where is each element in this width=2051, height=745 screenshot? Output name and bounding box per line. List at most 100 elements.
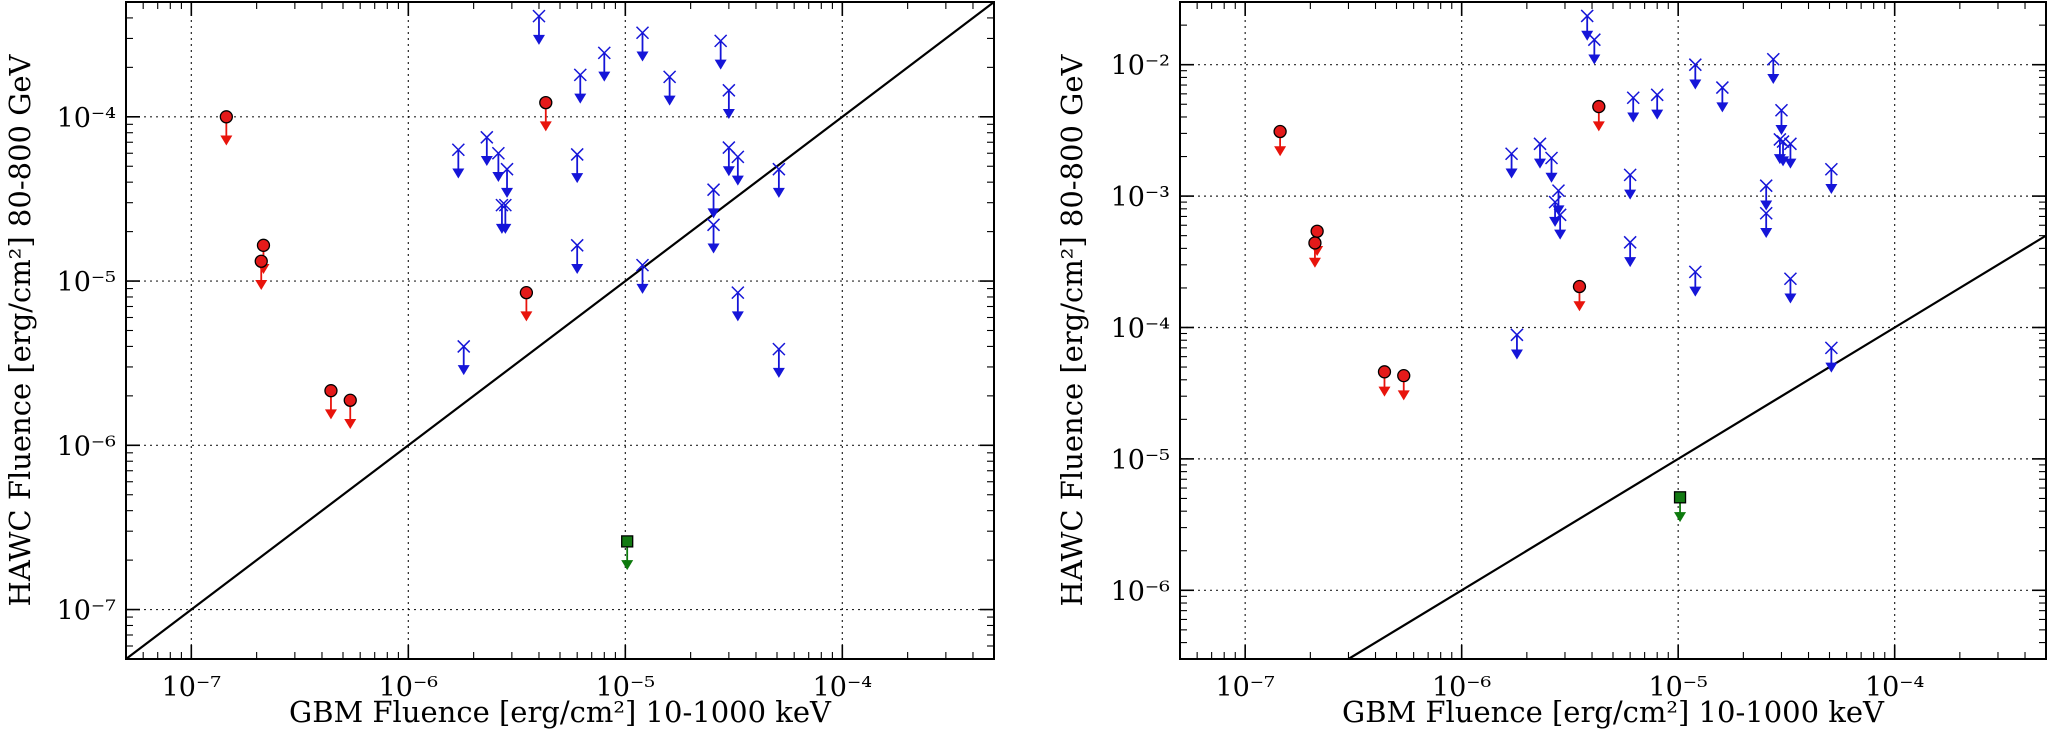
y-axis-title: HAWC Fluence [erg/cm²] 80-800 GeV	[3, 53, 37, 606]
blue-upper-limit-point	[1766, 52, 1780, 85]
circle-marker	[1310, 224, 1324, 238]
limit-arrow-head	[520, 311, 533, 322]
right-panel: 10⁻⁷ 10⁻⁶ 10⁻⁵ 10⁻⁴ 10⁻⁶ 10⁻⁵ 10⁻⁴ 10⁻³ 10⁻² GBM …	[1055, 1, 2047, 729]
x-marker	[1824, 162, 1838, 176]
blue-upper-limit-point	[570, 147, 584, 184]
limit-arrow-head	[480, 156, 493, 167]
limit-arrow-head	[1760, 228, 1773, 239]
blue-upper-limit-point	[1688, 265, 1702, 297]
limit-arrow-head	[1784, 158, 1797, 169]
circle-marker	[519, 285, 534, 300]
blue-upper-limit-point	[1623, 168, 1637, 200]
red-upper-limit-point	[324, 384, 338, 420]
y-tick-label: 10⁻⁴	[57, 103, 116, 134]
x-marker	[1551, 184, 1566, 198]
reference-line	[126, 2, 994, 659]
circle-marker	[1308, 236, 1322, 250]
x-marker	[495, 198, 509, 212]
x-marker	[1759, 179, 1773, 193]
x-marker	[707, 218, 721, 232]
x-marker	[500, 162, 514, 176]
x-marker	[772, 162, 786, 176]
limit-arrow-head	[714, 59, 727, 70]
blue-upper-limit-point	[500, 162, 514, 198]
blue-upper-limit-point	[1623, 235, 1637, 268]
reference-line	[1347, 234, 2046, 659]
limit-arrow-head	[1784, 293, 1797, 304]
limit-arrow-head	[1825, 362, 1838, 373]
limit-arrow-head	[344, 418, 357, 429]
x-marker	[570, 238, 584, 252]
limit-arrow-head	[722, 166, 735, 177]
blue-upper-limit-point	[772, 342, 786, 378]
blue-upper-limit-point	[731, 286, 745, 322]
limit-arrow-head	[1510, 349, 1523, 360]
blue-upper-limit-point	[1715, 81, 1729, 113]
red-upper-limit-point	[1273, 124, 1287, 157]
limit-arrow-head	[1588, 54, 1601, 65]
blue-upper-limit-point	[1650, 88, 1664, 120]
x-marker	[731, 150, 745, 164]
x-marker	[1544, 151, 1559, 165]
limit-arrow-head	[1549, 216, 1562, 227]
x-marker	[1623, 235, 1637, 249]
circle-marker	[1377, 365, 1392, 379]
red-upper-limit-point	[1592, 99, 1606, 132]
x-marker	[491, 146, 505, 160]
blue-upper-limit-point	[1626, 91, 1640, 123]
blue-upper-limit-point	[663, 70, 677, 106]
red-upper-limit-point	[219, 110, 233, 146]
x-tick-label: 10⁻⁷	[162, 672, 222, 703]
limit-arrow-head	[707, 208, 720, 219]
x-marker	[1774, 103, 1789, 117]
x-marker	[1548, 195, 1562, 209]
limit-arrow-head	[722, 109, 735, 120]
blue-upper-limit-point	[772, 162, 786, 198]
limit-arrow-head	[499, 223, 512, 234]
limit-arrow-head	[1775, 125, 1788, 136]
green-series	[621, 535, 634, 571]
limit-arrow-head	[324, 409, 337, 420]
limit-arrow-head	[1533, 158, 1546, 169]
x-marker	[597, 46, 611, 60]
blue-upper-limit-point	[597, 46, 611, 82]
x-tick-label: 10⁻⁴	[1865, 672, 1924, 703]
x-marker	[480, 130, 494, 144]
blue-series	[451, 9, 786, 378]
blue-upper-limit-point	[532, 9, 546, 45]
limit-arrow-head	[1505, 168, 1518, 179]
circle-marker	[219, 110, 233, 124]
circle-marker	[324, 384, 338, 398]
red-series	[1273, 99, 1606, 401]
x-marker	[714, 34, 728, 48]
circle-marker	[1592, 99, 1606, 114]
blue-upper-limit-point	[1824, 341, 1838, 373]
limit-arrow-head	[1274, 146, 1287, 157]
limit-arrow-head	[571, 264, 584, 275]
y-tick-label: 10⁻⁴	[1111, 313, 1170, 344]
limit-arrow-head	[772, 187, 785, 198]
limit-arrow-head	[636, 283, 649, 294]
blue-upper-limit-point	[451, 143, 465, 179]
limit-arrow-head	[707, 243, 720, 254]
red-upper-limit-point	[254, 254, 268, 290]
blue-upper-limit-point	[457, 339, 471, 376]
axis-ticks	[125, 1, 995, 660]
limit-arrow-head	[1573, 301, 1586, 312]
blue-upper-limit-point	[1824, 162, 1838, 195]
blue-upper-limit-point	[480, 130, 494, 167]
y-tick-label: 10⁻³	[1111, 182, 1170, 213]
limit-arrow-head	[1581, 30, 1594, 41]
x-marker	[1715, 81, 1729, 95]
blue-upper-limit-point	[1553, 208, 1567, 240]
x-tick-label: 10⁻⁴	[813, 672, 872, 703]
x-marker	[1553, 208, 1567, 222]
limit-arrow-head	[457, 365, 470, 376]
limit-arrow-head	[1592, 121, 1605, 132]
blue-upper-limit-point	[1505, 147, 1519, 179]
red-series	[219, 95, 553, 429]
blue-upper-limit-point	[1548, 195, 1562, 227]
y-tick-label: 10⁻⁷	[57, 596, 117, 627]
x-marker	[1505, 147, 1519, 161]
